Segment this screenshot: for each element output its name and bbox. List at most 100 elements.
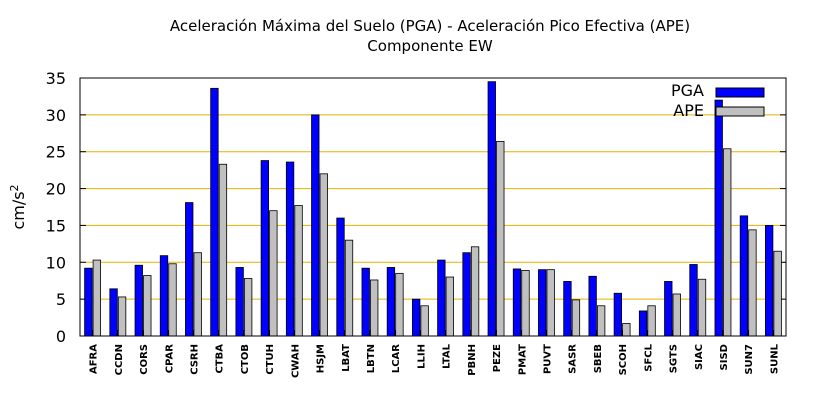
- x-tick-label-hsjm: HSJM: [316, 344, 327, 373]
- axes: [79, 77, 787, 337]
- y-axis-label: cm/s2: [8, 184, 28, 229]
- bar-pga-afra: [84, 267, 93, 337]
- bar-ape-ccdn: [117, 296, 127, 337]
- bar-ape-lcar: [395, 272, 404, 337]
- bar-ape-pmat: [521, 269, 530, 337]
- x-tick-label-llih: LLIH: [416, 344, 427, 369]
- x-tick-label-scoh: SCOH: [618, 344, 629, 375]
- bar-ape-hsjm: [319, 173, 328, 337]
- bar-ape-peze: [496, 140, 505, 337]
- bar-pga-ctba: [210, 87, 219, 337]
- bar-ape-sasr: [571, 299, 581, 337]
- x-tick-label-siac: SIAC: [694, 344, 705, 370]
- bar-pga-sfcl: [638, 310, 648, 337]
- bar-ape-llih: [420, 305, 429, 337]
- bar-pga-lbat: [336, 217, 345, 337]
- bar-pga-cpar: [159, 255, 169, 337]
- legend-label-pga: PGA: [671, 81, 704, 100]
- bar-ape-sun7: [748, 229, 757, 337]
- bar-pga-sgts: [664, 281, 673, 337]
- bar-ape-ctba: [218, 163, 228, 337]
- legend-label-ape: APE: [673, 101, 704, 120]
- x-tick-label-puvt: PUVT: [542, 344, 553, 374]
- x-tick-label-csrh: CSRH: [189, 344, 200, 375]
- y-axis-label-unit: cm/s: [9, 191, 28, 229]
- legend-swatch-pga: [715, 87, 765, 98]
- bar-ape-lbtn: [370, 279, 379, 337]
- bar-pga-siac: [689, 264, 698, 337]
- bar-pga-lbtn: [361, 267, 370, 337]
- bar-pga-cors: [134, 264, 143, 337]
- y-tick-label: 25: [46, 143, 66, 162]
- bar-pga-pmat: [512, 268, 522, 337]
- bar-ape-csrh: [193, 252, 202, 337]
- bar-pga-lcar: [386, 267, 396, 337]
- bar-ape-sisd: [723, 148, 732, 337]
- y-tick-labels: 0 5 10 15 20 25 30 35: [46, 69, 66, 346]
- x-tick-label-cors: CORS: [139, 344, 150, 375]
- x-tick-label-pbnh: PBNH: [467, 344, 478, 376]
- bar-pga-sunl: [764, 225, 774, 337]
- x-tick-label-lbtn: LBTN: [366, 344, 377, 373]
- legend-swatch-ape: [715, 106, 765, 117]
- bar-pga-sasr: [563, 281, 572, 337]
- bar-pga-puvt: [538, 269, 547, 337]
- bar-pga-ctuh: [260, 160, 270, 337]
- x-tick-label-lbat: LBAT: [341, 344, 352, 372]
- bar-ape-sfcl: [647, 305, 656, 337]
- x-tick-label-cwah: CWAH: [290, 344, 301, 378]
- bar-pga-sun7: [739, 215, 749, 337]
- legend: PGA APE: [671, 81, 765, 120]
- plot-frame: [79, 77, 787, 337]
- bar-ape-ctob: [243, 278, 253, 337]
- bar-ape-puvt: [546, 269, 555, 337]
- x-tick-label-sbeb: SBEB: [593, 344, 604, 373]
- x-tick-label-ltal: LTAL: [442, 343, 453, 369]
- x-tick-label-sun7: SUN7: [744, 344, 755, 375]
- x-tick-label-cpar: CPAR: [164, 344, 175, 373]
- x-tick-label-sasr: SASR: [568, 344, 579, 374]
- x-tick-label-sunl: SUNL: [769, 343, 780, 374]
- y-tick-label: 30: [46, 106, 66, 125]
- bar-ape-scoh: [622, 323, 631, 337]
- bar-ape-cors: [143, 275, 152, 337]
- x-tick-label-sgts: SGTS: [669, 344, 680, 373]
- bar-ape-sunl: [773, 250, 782, 337]
- x-tick-label-lcar: LCAR: [391, 344, 402, 373]
- bar-pga-ccdn: [109, 288, 118, 337]
- x-tick-label-ctuh: CTUH: [265, 344, 276, 375]
- bar-ape-sgts: [672, 293, 681, 337]
- bar-pga-llih: [411, 298, 421, 337]
- bar-pga-pbnh: [462, 252, 471, 337]
- y-tick-label: 20: [46, 180, 66, 199]
- bar-ape-cpar: [168, 263, 177, 337]
- y-tick-label: 0: [56, 327, 66, 346]
- bar-pga-ltal: [437, 259, 446, 337]
- x-tick-label-pmat: PMAT: [517, 344, 528, 375]
- bar-pga-ctob: [235, 267, 244, 337]
- x-tick-label-ctba: CTBA: [215, 344, 226, 374]
- x-tick-label-sfcl: SFCL: [643, 343, 654, 371]
- bar-pga-scoh: [613, 292, 623, 337]
- y-axis-label-exponent: 2: [8, 184, 21, 191]
- x-tick-label-ctob: CTOB: [240, 344, 251, 374]
- bar-ape-lbat: [344, 239, 354, 337]
- bar-ape-siac: [697, 278, 707, 337]
- x-tick-label-sisd: SISD: [719, 344, 730, 370]
- bar-pga-csrh: [185, 202, 194, 337]
- bar-ape-ctuh: [269, 210, 278, 337]
- bar-pga-hsjm: [311, 114, 320, 337]
- x-tick-label-peze: PEZE: [492, 344, 503, 372]
- chart-title: Aceleración Máxima del Suelo (PGA) - Ace…: [170, 17, 690, 35]
- bars: [84, 81, 782, 337]
- bar-pga-sisd: [714, 99, 723, 337]
- bar-ape-afra: [92, 259, 102, 337]
- y-tick-label: 35: [46, 69, 66, 88]
- bar-ape-ltal: [445, 276, 455, 337]
- bar-ape-sbeb: [596, 305, 606, 337]
- x-tick-label-ccdn: CCDN: [114, 344, 125, 375]
- bar-pga-peze: [487, 81, 496, 337]
- y-tick-label: 15: [46, 216, 66, 235]
- bar-pga-sbeb: [588, 275, 597, 337]
